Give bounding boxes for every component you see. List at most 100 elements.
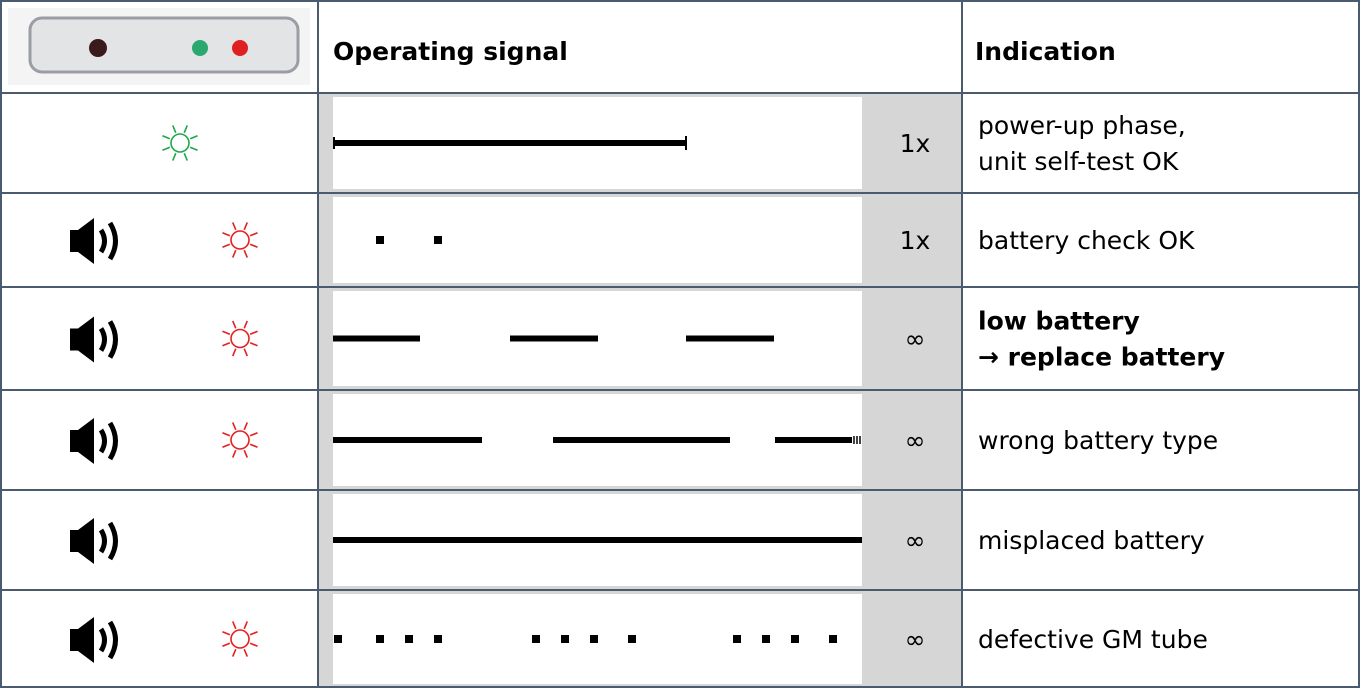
device-panel bbox=[28, 16, 300, 74]
light-ray bbox=[162, 146, 171, 152]
signal-dot bbox=[334, 635, 342, 643]
light-ray bbox=[222, 330, 231, 336]
signal-count: ∞ bbox=[905, 625, 926, 654]
light-ray bbox=[243, 249, 249, 258]
indication-text: defective GM tube bbox=[978, 625, 1208, 654]
light-ray bbox=[171, 125, 177, 134]
speaker-cone bbox=[78, 316, 94, 363]
light-ray bbox=[189, 146, 198, 152]
speaker-body bbox=[70, 328, 79, 351]
light-ray bbox=[231, 648, 237, 657]
light-ray bbox=[231, 621, 237, 630]
led-green bbox=[192, 40, 208, 56]
speaker-wave bbox=[107, 620, 118, 660]
speaker-wave bbox=[98, 627, 107, 653]
light-ray bbox=[222, 243, 231, 249]
signal-dot bbox=[829, 635, 837, 643]
light-ray bbox=[222, 630, 231, 636]
light-ray bbox=[162, 134, 171, 140]
signal-dot bbox=[405, 635, 413, 643]
speaker-icon bbox=[70, 518, 118, 564]
indication-text: → replace battery bbox=[978, 343, 1225, 372]
light-ray bbox=[243, 449, 249, 458]
light-icon bbox=[222, 320, 258, 357]
speaker-icon bbox=[70, 418, 118, 464]
light-ray bbox=[243, 621, 249, 630]
light-ray bbox=[189, 134, 198, 140]
led-red bbox=[232, 40, 248, 56]
light-ray bbox=[249, 243, 258, 249]
light-ray bbox=[231, 449, 237, 458]
signal-dot bbox=[762, 635, 770, 643]
light-ray bbox=[243, 348, 249, 357]
indication-text: power-up phase, bbox=[978, 111, 1186, 140]
light-ray bbox=[249, 630, 258, 636]
light-icon bbox=[222, 422, 258, 458]
light-ray bbox=[231, 222, 237, 231]
light-ray bbox=[231, 320, 237, 329]
indication-text: battery check OK bbox=[978, 226, 1195, 255]
light-ray bbox=[231, 348, 237, 357]
light-ray bbox=[183, 152, 189, 161]
light-ray bbox=[249, 443, 258, 449]
indication-text: misplaced battery bbox=[978, 526, 1205, 555]
speaker-wave bbox=[98, 327, 107, 352]
light-ray bbox=[243, 222, 249, 231]
indication-text: unit self-test OK bbox=[978, 147, 1179, 176]
header-indication: Indication bbox=[975, 37, 1116, 66]
signal-pattern bbox=[376, 236, 442, 244]
speaker-icon bbox=[70, 617, 118, 663]
speaker-wave bbox=[98, 528, 107, 554]
light-ray bbox=[231, 422, 237, 431]
light-ray bbox=[222, 431, 231, 437]
signal-count: ∞ bbox=[905, 526, 926, 555]
signal-dot bbox=[376, 635, 384, 643]
light-icon bbox=[222, 222, 258, 258]
light-ray bbox=[243, 648, 249, 657]
speaker-wave bbox=[107, 421, 118, 461]
light-ray bbox=[249, 341, 258, 347]
light-ray bbox=[231, 249, 237, 258]
light-ray bbox=[249, 642, 258, 648]
speaker-wave bbox=[107, 521, 118, 561]
signal-count: 1x bbox=[900, 226, 931, 255]
signal-count: 1x bbox=[900, 129, 931, 158]
light-ray bbox=[243, 320, 249, 329]
light-ray bbox=[243, 422, 249, 431]
signal-dot bbox=[434, 635, 442, 643]
signal-dot bbox=[590, 635, 598, 643]
light-ray bbox=[222, 443, 231, 449]
header-signal: Operating signal bbox=[333, 37, 568, 66]
signal-dot bbox=[628, 635, 636, 643]
light-ray bbox=[222, 231, 231, 237]
light-icon bbox=[162, 125, 198, 161]
speaker-cone bbox=[78, 518, 94, 564]
signal-pattern bbox=[334, 635, 837, 643]
light-ray bbox=[249, 330, 258, 336]
signal-dot bbox=[376, 236, 384, 244]
speaker-wave bbox=[98, 428, 107, 454]
light-core bbox=[230, 430, 250, 450]
speaker-icon bbox=[70, 218, 118, 264]
speaker-wave bbox=[107, 221, 118, 261]
light-ray bbox=[249, 431, 258, 437]
light-core bbox=[230, 328, 250, 349]
light-core bbox=[230, 629, 250, 649]
light-ray bbox=[222, 642, 231, 648]
signal-count: ∞ bbox=[905, 325, 926, 354]
signal-dot bbox=[561, 635, 569, 643]
light-core bbox=[170, 133, 190, 153]
signal-count: ∞ bbox=[905, 426, 926, 455]
light-ray bbox=[183, 125, 189, 134]
light-core bbox=[230, 230, 250, 250]
speaker-body bbox=[70, 430, 79, 452]
signal-dot bbox=[791, 635, 799, 643]
indication-text: wrong battery type bbox=[978, 426, 1218, 455]
led-dark bbox=[89, 39, 107, 57]
light-ray bbox=[222, 341, 231, 347]
speaker-body bbox=[70, 230, 79, 252]
speaker-wave bbox=[107, 320, 118, 359]
light-icon bbox=[222, 621, 258, 657]
